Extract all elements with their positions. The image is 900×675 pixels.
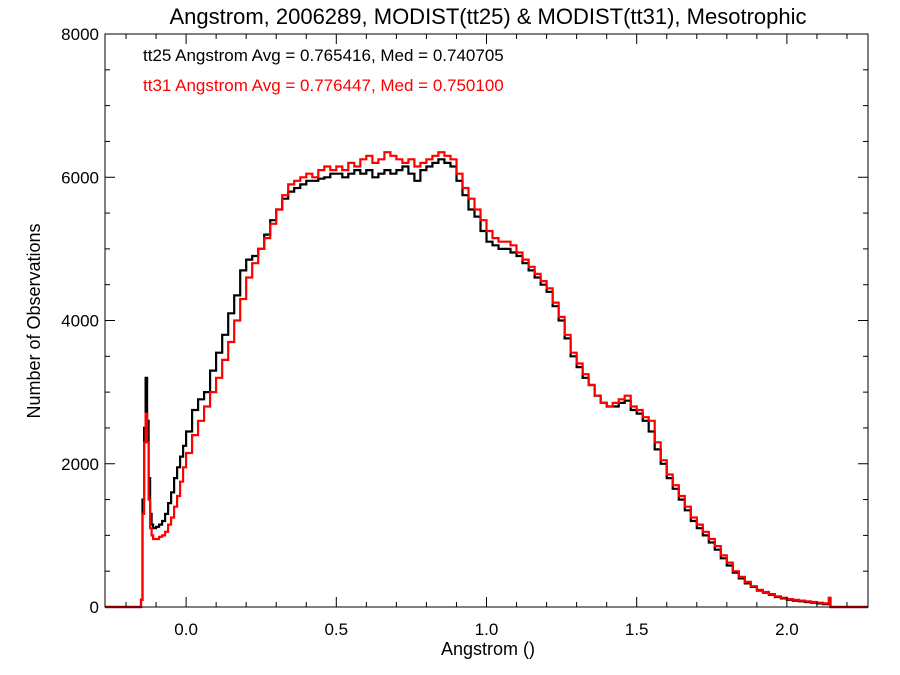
series-line-0 xyxy=(105,158,868,609)
y-tick-label: 0 xyxy=(90,598,99,617)
x-axis-label: Angstrom () xyxy=(441,639,535,659)
y-axis-label: Number of Observations xyxy=(24,223,44,418)
y-tick-label: 6000 xyxy=(61,168,99,187)
x-tick-label: 0.5 xyxy=(324,620,348,639)
x-tick-label: 1.5 xyxy=(625,620,649,639)
y-tick-label: 8000 xyxy=(61,25,99,44)
x-tick-label: 0.0 xyxy=(174,620,198,639)
y-tick-label: 2000 xyxy=(61,455,99,474)
plot-frame xyxy=(104,33,869,608)
annotation-tt31: tt31 Angstrom Avg = 0.776447, Med = 0.75… xyxy=(143,76,504,95)
axis-ticks: 0.0 0.5 1.0 1.5 2.0 0 2000 4000 6000 8000 xyxy=(61,25,868,639)
annotation-tt25: tt25 Angstrom Avg = 0.765416, Med = 0.74… xyxy=(143,46,504,65)
series-line-1 xyxy=(105,151,868,609)
x-tick-label: 2.0 xyxy=(775,620,799,639)
plot-lines xyxy=(105,151,868,609)
x-tick-label: 1.0 xyxy=(475,620,499,639)
chart-title: Angstrom, 2006289, MODIST(tt25) & MODIST… xyxy=(170,4,807,29)
y-tick-label: 4000 xyxy=(61,312,99,331)
